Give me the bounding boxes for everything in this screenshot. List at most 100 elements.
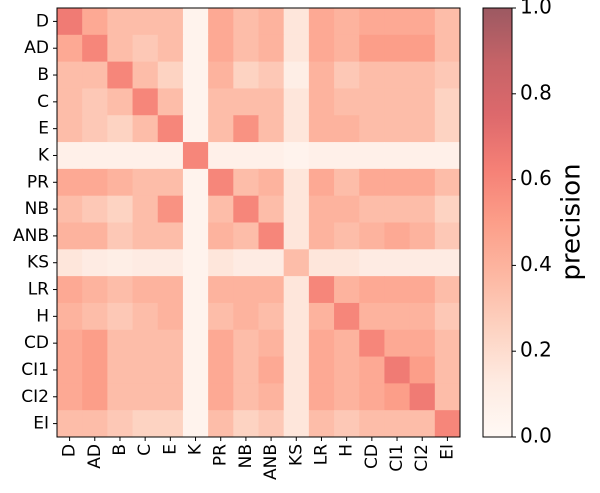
- heatmap-cell: [233, 168, 259, 197]
- heatmap-cell: [132, 8, 159, 36]
- heatmap-cell: [208, 115, 234, 143]
- heatmap-cell: [57, 195, 83, 223]
- heatmap-cell: [157, 34, 184, 63]
- heatmap-cell: [182, 142, 209, 170]
- x-tick-label: EI: [437, 444, 457, 460]
- heatmap-cell: [409, 249, 436, 277]
- heatmap-cell: [57, 34, 83, 63]
- x-tick-label: CI2: [412, 444, 432, 472]
- heatmap-cell: [157, 88, 184, 116]
- heatmap-cell: [82, 302, 108, 331]
- heatmap-cell: [82, 410, 108, 438]
- heatmap-cell: [384, 249, 411, 277]
- heatmap-cell: [157, 8, 184, 36]
- heatmap-cell: [359, 8, 385, 36]
- heatmap-cell: [208, 8, 234, 36]
- heatmap-cell: [82, 195, 108, 223]
- heatmap-cell: [384, 88, 411, 116]
- heatmap-cell: [208, 410, 234, 438]
- heatmap-cell: [258, 142, 285, 170]
- heatmap-cell: [57, 61, 83, 89]
- heatmap-cell: [308, 8, 335, 36]
- heatmap-cell: [334, 249, 360, 277]
- heatmap-cell: [157, 142, 184, 170]
- heatmap-cell: [132, 383, 159, 411]
- y-tick-label: C: [37, 92, 49, 112]
- heatmap-cell: [434, 168, 461, 197]
- heatmap-cell: [132, 88, 159, 116]
- heatmap-cell: [182, 88, 209, 116]
- heatmap-cell: [434, 8, 461, 36]
- heatmap-cell: [409, 8, 436, 36]
- heatmap-cell: [107, 142, 134, 170]
- heatmap-cell: [384, 276, 411, 304]
- x-tick-label: KS: [286, 444, 306, 466]
- heatmap-cell: [258, 302, 285, 331]
- heatmap-cell: [107, 34, 134, 63]
- heatmap-cell: [132, 410, 159, 438]
- heatmap-cell: [208, 195, 234, 223]
- heatmap-cell: [258, 383, 285, 411]
- heatmap-cell: [208, 356, 234, 384]
- heatmap-cell: [157, 356, 184, 384]
- heatmap-cell: [233, 34, 259, 63]
- heatmap-cell: [107, 195, 134, 223]
- heatmap-cell: [384, 168, 411, 197]
- heatmap-cell: [258, 115, 285, 143]
- y-tick-label: E: [38, 119, 49, 139]
- heatmap-cell: [107, 222, 134, 250]
- heatmap-cell: [132, 276, 159, 304]
- heatmap-cell: [283, 8, 310, 36]
- heatmap-cell: [308, 249, 335, 277]
- heatmap-cell: [384, 302, 411, 331]
- heatmap-cell: [107, 61, 134, 89]
- heatmap-cell: [308, 302, 335, 331]
- heatmap-cell: [182, 222, 209, 250]
- heatmap-cell: [233, 142, 259, 170]
- heatmap-cell: [82, 168, 108, 197]
- heatmap-cell: [384, 410, 411, 438]
- heatmap-cell: [208, 168, 234, 197]
- heatmap-cell: [359, 168, 385, 197]
- colorbar-tick-label: 0.0: [520, 424, 552, 448]
- heatmap-cell: [132, 302, 159, 331]
- heatmap-cell: [384, 195, 411, 223]
- heatmap-cell: [182, 61, 209, 89]
- heatmap-cell: [57, 410, 83, 438]
- heatmap-cell: [283, 34, 310, 63]
- heatmap-cell: [359, 329, 385, 358]
- heatmap-cell: [283, 61, 310, 89]
- y-tick-label: CI2: [21, 387, 49, 407]
- heatmap-cell: [82, 356, 108, 384]
- heatmap-cell: [283, 329, 310, 358]
- heatmap-cell: [434, 356, 461, 384]
- heatmap-cell: [57, 222, 83, 250]
- heatmap-cell: [434, 410, 461, 438]
- heatmap-cell: [409, 329, 436, 358]
- heatmap-cell: [308, 61, 335, 89]
- heatmap-cell: [283, 195, 310, 223]
- heatmap-cell: [434, 61, 461, 89]
- heatmap-cell: [157, 195, 184, 223]
- heatmap-cell: [409, 142, 436, 170]
- heatmap-cell: [359, 88, 385, 116]
- heatmap-cell: [384, 115, 411, 143]
- heatmap-cell: [132, 249, 159, 277]
- x-tick-label: E: [160, 444, 180, 455]
- x-tick-label: PR: [211, 444, 231, 466]
- heatmap-cell: [57, 329, 83, 358]
- heatmap-cell: [132, 34, 159, 63]
- y-tick-label: AD: [24, 38, 49, 58]
- heatmap-cell: [57, 8, 83, 36]
- heatmap-cell: [308, 276, 335, 304]
- heatmap-cell: [258, 276, 285, 304]
- heatmap-cell: [157, 383, 184, 411]
- heatmap-cell: [334, 115, 360, 143]
- heatmap-cell: [283, 410, 310, 438]
- heatmap-cell: [384, 142, 411, 170]
- heatmap-cell: [308, 410, 335, 438]
- heatmap-cell: [434, 195, 461, 223]
- heatmap-cell: [434, 276, 461, 304]
- heatmap-cell: [182, 34, 209, 63]
